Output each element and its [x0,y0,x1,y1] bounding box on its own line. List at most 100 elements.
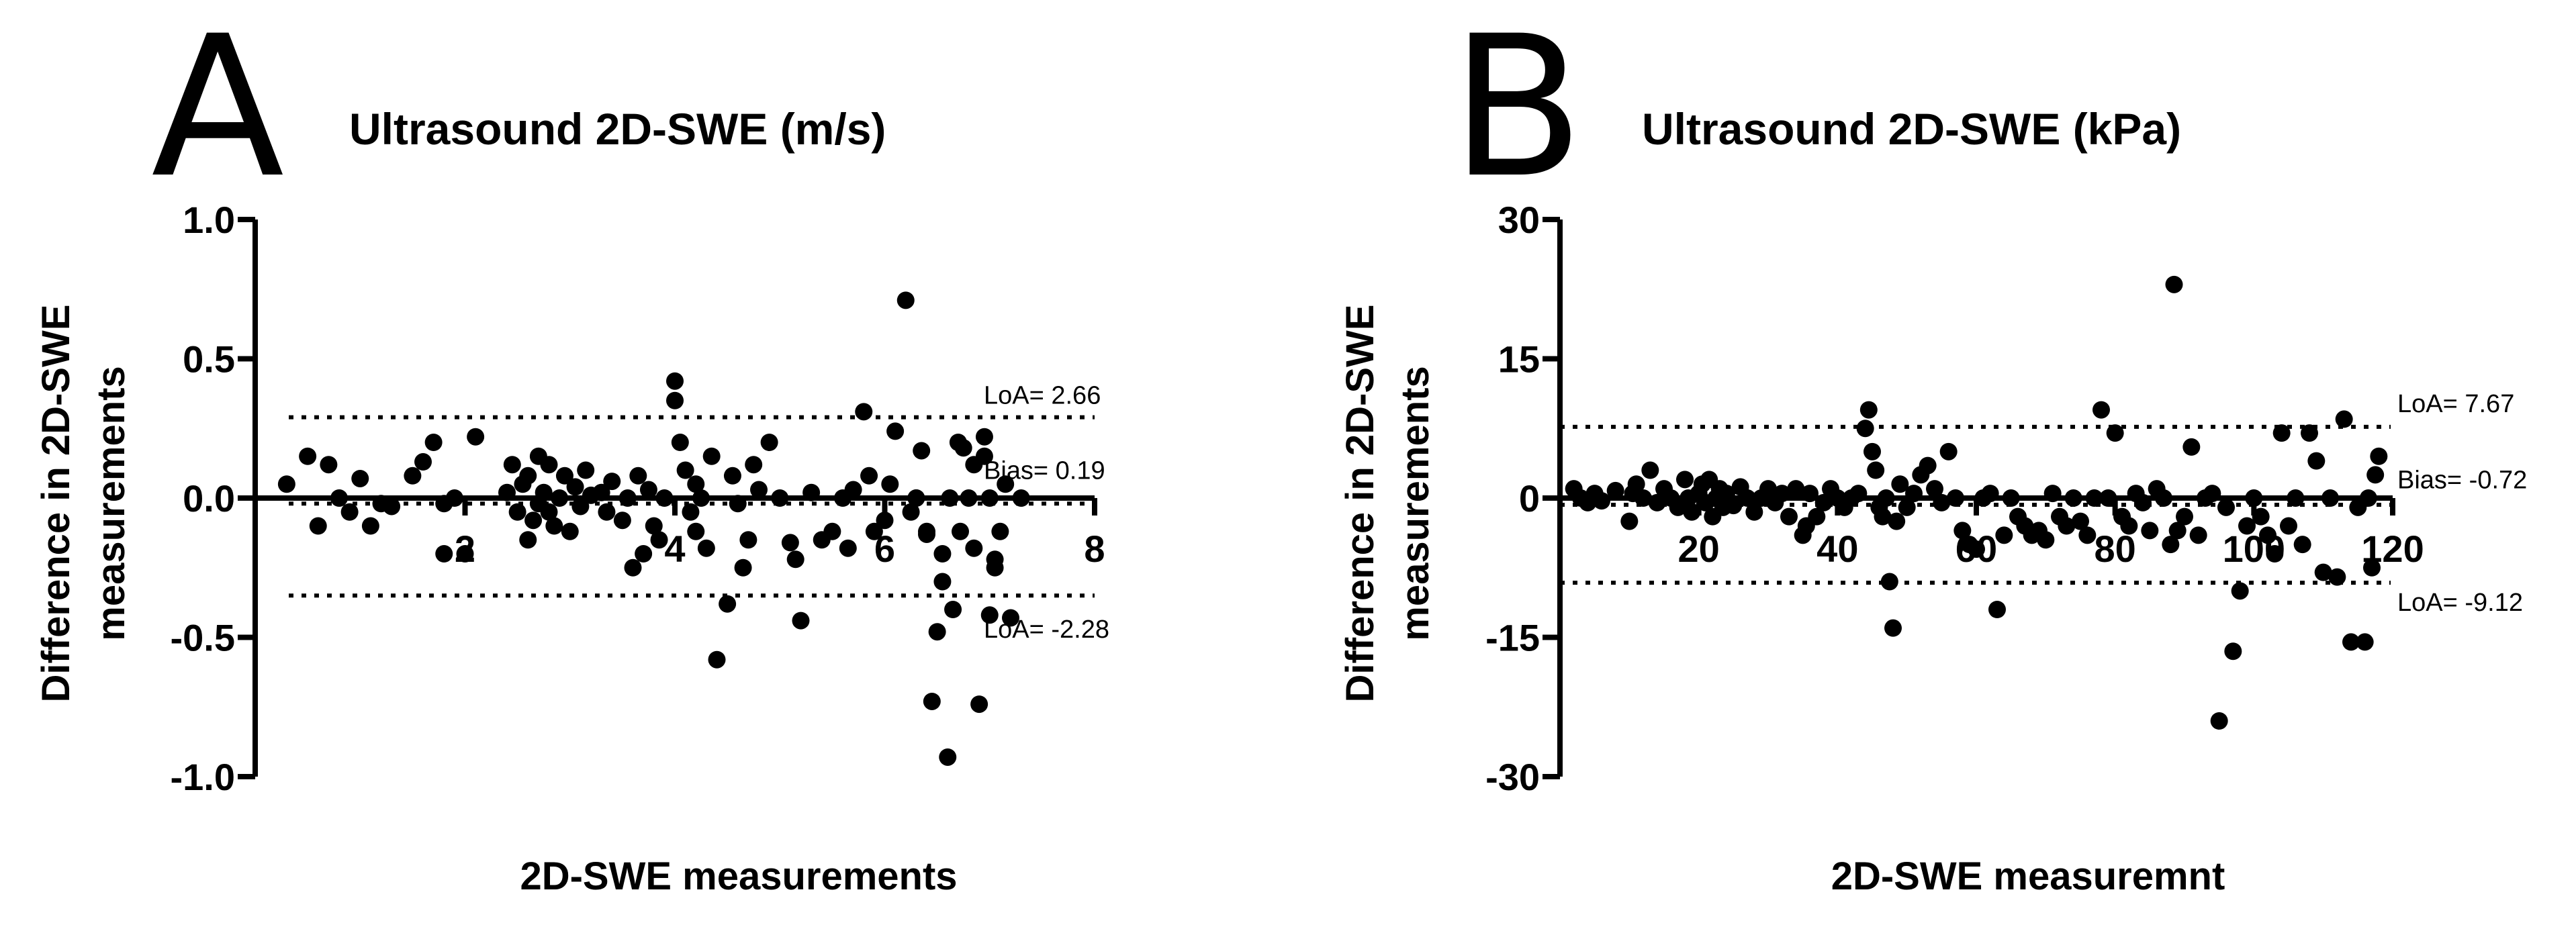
annotation-label: LoA= 7.67 [2397,390,2514,418]
data-point [535,483,553,501]
data-point [1864,442,1881,460]
data-point [907,489,925,507]
data-point [970,695,988,714]
annotation-label: Bias= 0.19 [984,457,1105,485]
data-point [723,467,741,485]
x-axis-label-b: 2D-SWE measuremnt [1831,854,2225,898]
data-point [666,391,684,409]
data-point [1933,493,1951,511]
data-point [771,489,789,507]
data-point [624,558,642,577]
data-point [435,545,453,563]
data-point [2064,489,2082,507]
data-point [928,623,946,641]
data-point [1877,489,1895,507]
data-point [655,489,674,507]
data-point [960,489,978,507]
data-point [986,550,1004,569]
data-point [2245,489,2263,507]
data-point [2259,526,2276,544]
data-point [865,522,883,540]
data-point [2314,563,2332,581]
data-point [2106,424,2124,442]
data-point [1814,493,1833,511]
data-point [702,447,721,465]
data-point [1012,489,1030,507]
data-point [1739,489,1756,507]
x-tick-label: 4 [664,528,685,570]
y-axis-label-a-line1: Difference in 2D-SWE [34,305,78,703]
y-tick-label: -1.0 [171,756,236,798]
data-point [687,475,705,493]
data-point [2092,401,2110,419]
x-tick-label: 8 [1084,528,1105,570]
data-point [592,483,610,501]
data-point [2165,275,2183,293]
data-point [650,531,668,549]
data-point [629,467,647,485]
panel-letter-a: A [151,0,285,221]
data-point [2224,642,2242,661]
data-point [2099,489,2117,507]
data-point [781,534,799,552]
data-point [2328,568,2346,586]
data-point [2301,424,2318,442]
data-point [1676,471,1694,489]
y-tick-label: 15 [1498,338,1540,381]
data-point [618,489,637,507]
data-point [2002,489,2020,507]
x-axis-label-a: 2D-SWE measurements [520,854,957,898]
data-point [1867,461,1885,479]
data-point [1891,475,1909,493]
data-point [886,422,905,440]
data-point [933,545,952,563]
y-tick-label: 0.5 [183,338,235,381]
data-point [1884,619,1902,637]
data-point [792,612,810,630]
data-point [839,539,857,557]
y-tick-label: -30 [1485,756,1540,798]
data-point [2189,526,2207,544]
annotation-label: LoA= -2.28 [984,616,1109,644]
data-point [2356,633,2374,651]
data-point [1856,420,1874,438]
data-point [1606,481,1624,499]
data-point [1968,540,1985,558]
data-point [2058,517,2076,535]
data-point [519,467,537,485]
data-point [2307,452,2326,470]
data-point [682,503,700,521]
data-point [671,434,689,451]
y-tick-label: 0 [1519,477,1540,520]
data-point [2342,633,2360,651]
data-point [566,478,584,496]
data-point [1859,401,1878,419]
chart-title-b: Ultrasound 2D-SWE (kPa) [1642,104,2181,154]
data-point [524,511,543,530]
data-point [445,489,463,507]
y-tick-label: -15 [1485,617,1540,659]
data-point [823,522,841,540]
data-point [902,503,920,521]
data-point [2280,517,2297,535]
data-point [503,456,521,474]
data-point [954,439,972,457]
annotation-label: Bias= -0.72 [2397,466,2527,494]
data-point [855,403,873,421]
data-point [2266,545,2284,563]
data-point [1808,507,1826,526]
data-point [760,434,778,451]
data-point [2162,536,2180,554]
data-point [2335,410,2353,428]
data-point [2182,438,2201,456]
data-point [1905,485,1923,503]
data-point [2037,531,2055,549]
data-point [997,475,1015,493]
annotation-label: LoA= 2.66 [984,381,1101,409]
data-point [2217,498,2235,516]
data-point [2287,489,2305,507]
data-point [860,467,878,485]
data-point [414,453,432,471]
